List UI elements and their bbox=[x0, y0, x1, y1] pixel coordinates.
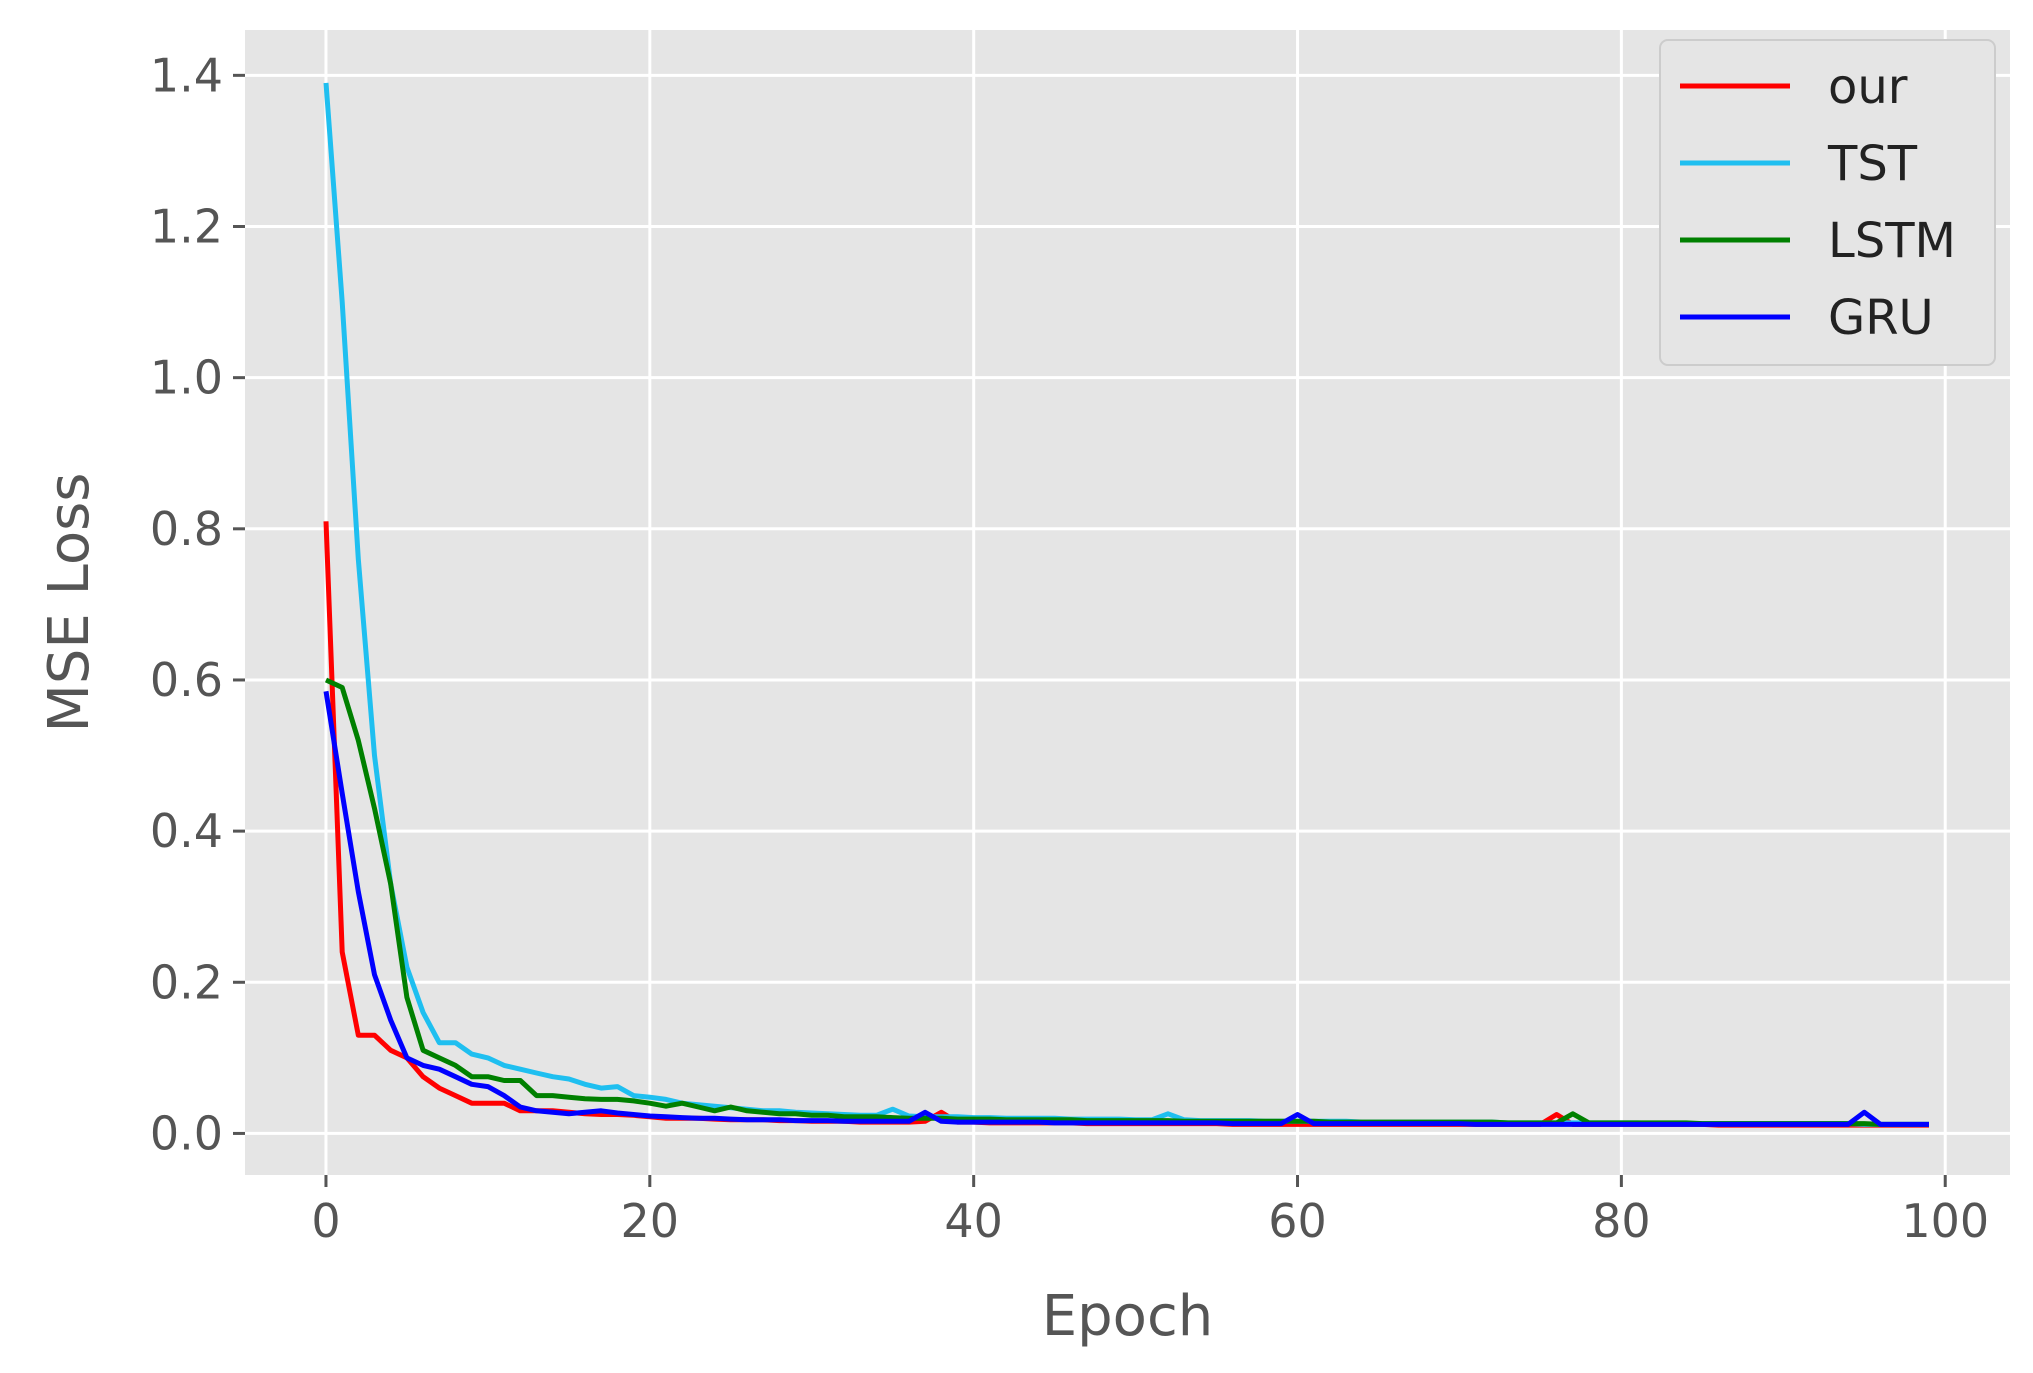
y-tick-label: 0.8 bbox=[150, 502, 223, 556]
series-line-gru bbox=[323, 690, 1929, 1127]
x-tick-label: 80 bbox=[1592, 1194, 1651, 1248]
series-lines bbox=[323, 82, 1929, 1128]
y-tick-label: 0.4 bbox=[150, 804, 223, 858]
y-tick-label: 0.2 bbox=[150, 955, 223, 1009]
x-axis-label: Epoch bbox=[1042, 1284, 1213, 1349]
y-tick-label: 0.0 bbox=[150, 1106, 223, 1160]
y-tick-label: 1.2 bbox=[150, 200, 223, 254]
y-axis-label: MSE Loss bbox=[37, 473, 102, 733]
legend-box bbox=[1659, 39, 1996, 366]
y-tick-label: 1.4 bbox=[150, 48, 223, 102]
x-tick-label: 0 bbox=[311, 1194, 340, 1248]
legend-label-lstm: LSTM bbox=[1828, 213, 1956, 269]
y-tick-label: 1.0 bbox=[150, 351, 223, 405]
y-tick-label: 0.6 bbox=[150, 653, 223, 707]
legend-label-our: our bbox=[1828, 59, 1908, 115]
legend-label-tst: TST bbox=[1827, 136, 1918, 192]
legend-label-gru: GRU bbox=[1828, 290, 1934, 346]
legend: our TST LSTM GRU bbox=[1659, 39, 1996, 366]
gridlines bbox=[245, 30, 2010, 1175]
x-tick-label: 20 bbox=[621, 1194, 680, 1248]
x-tick-label: 60 bbox=[1268, 1194, 1327, 1248]
x-tick-label: 100 bbox=[1901, 1194, 1989, 1248]
x-tick-label: 40 bbox=[944, 1194, 1003, 1248]
axis-ticks: 0 20 40 60 80 100 0.0 0.2 0.4 0.6 0.8 1.0 1.2 1.4 bbox=[150, 48, 1989, 1248]
